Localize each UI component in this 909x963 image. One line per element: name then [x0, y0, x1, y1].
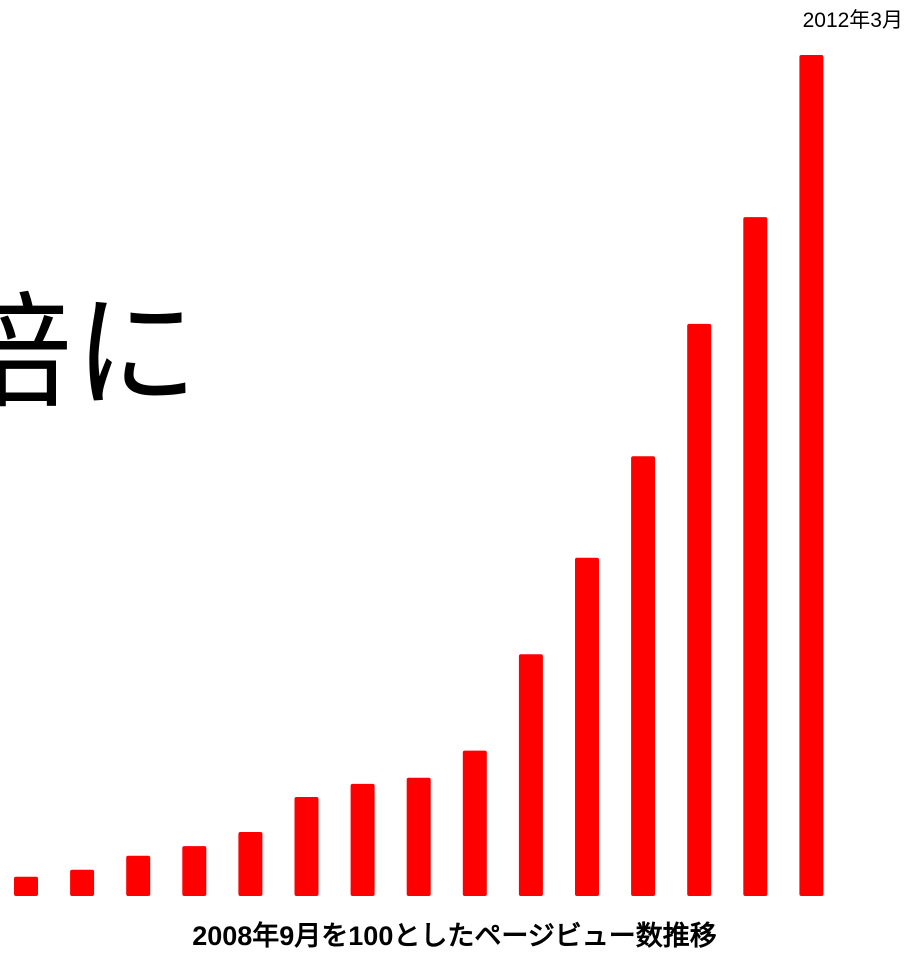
- bar-4: [182, 846, 207, 896]
- bar-8: [406, 777, 431, 896]
- bar-2: [70, 869, 95, 896]
- bar-1: [14, 876, 38, 896]
- bar-9: [462, 750, 487, 896]
- end-date-label: 2012年3月: [802, 9, 903, 32]
- bar-7: [350, 783, 375, 896]
- bar-5: [238, 832, 263, 896]
- bars-group: [14, 55, 824, 897]
- headline: 倍に: [0, 282, 201, 426]
- bar-15: [799, 55, 824, 896]
- chart-caption: 2008年9月を100としたページビュー数推移: [192, 921, 717, 951]
- bar-14: [743, 217, 768, 897]
- bar-13: [687, 323, 712, 896]
- bar-6: [294, 797, 319, 896]
- bar-3: [126, 855, 151, 896]
- bar-12: [631, 456, 656, 896]
- bar-11: [575, 557, 599, 896]
- bar-10: [518, 654, 543, 896]
